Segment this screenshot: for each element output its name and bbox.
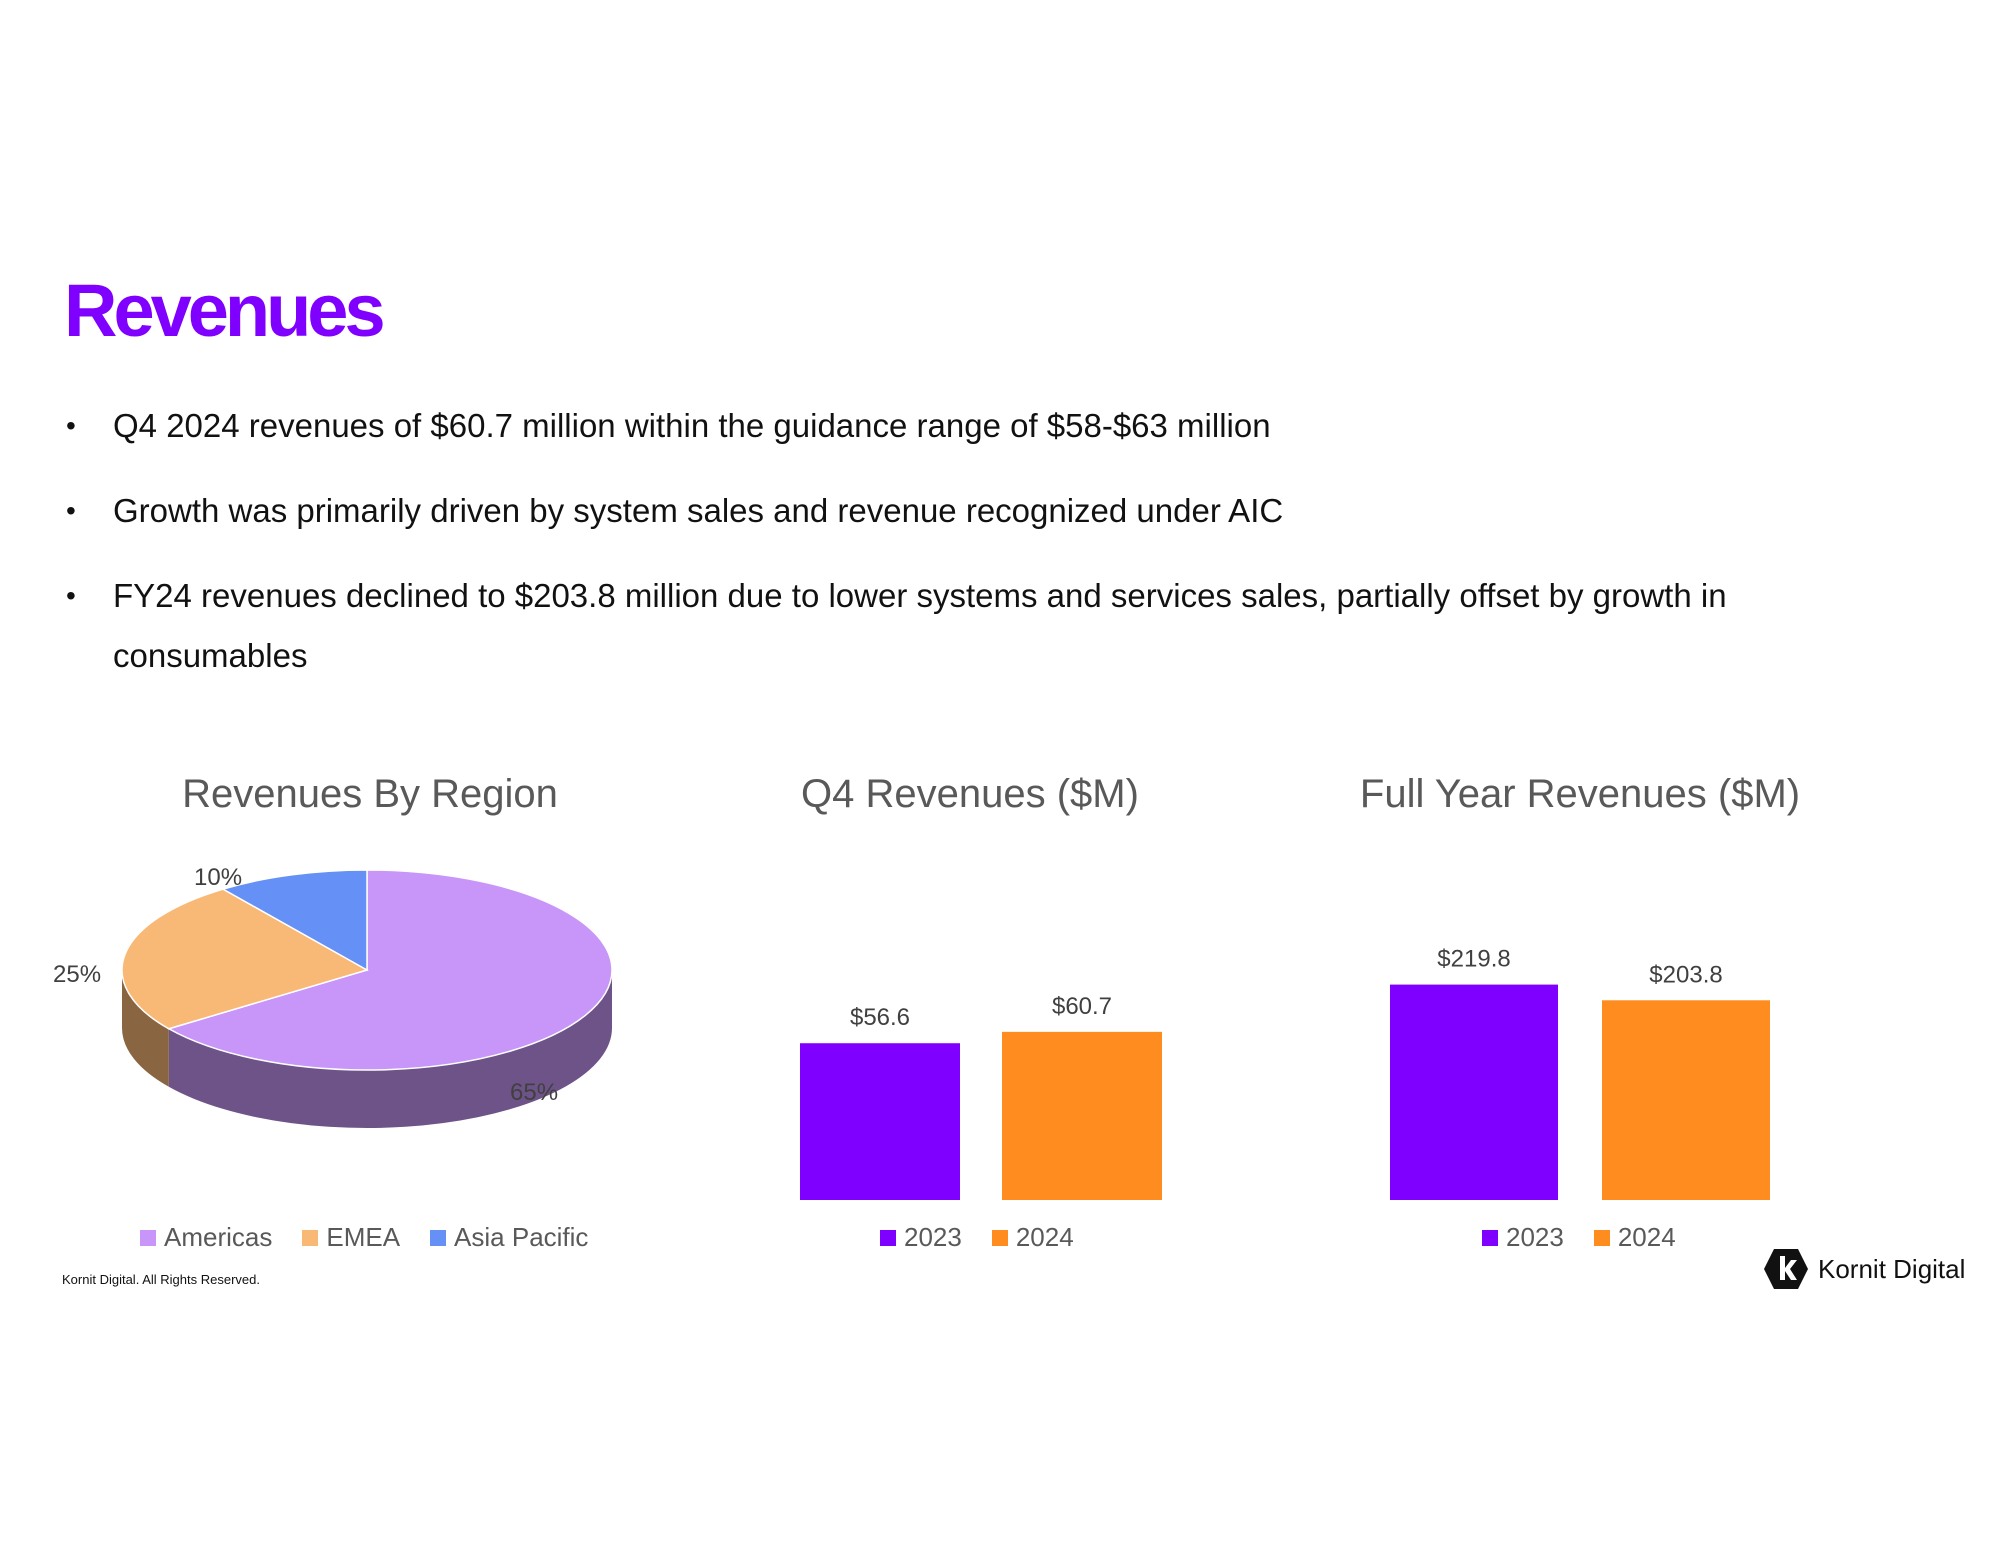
bullet-dot: • — [66, 580, 76, 611]
fy-chart-title: Full Year Revenues ($M) — [1359, 772, 1801, 816]
bar-data-label: $219.8 — [1437, 946, 1510, 973]
bullet-item: • Q4 2024 revenues of $60.7 million with… — [64, 396, 1884, 456]
bullet-item: • Growth was primarily driven by system … — [64, 481, 1884, 541]
pie-legend: Americas EMEA Asia Pacific — [140, 1222, 588, 1253]
region-pie-chart: 65% 25% 10% — [53, 864, 613, 1128]
page-title: Revenues — [64, 269, 386, 352]
legend-swatch — [1593, 1229, 1610, 1246]
fy-legend: 2023 2024 — [1482, 1222, 1676, 1253]
legend-item-asia-pacific: Asia Pacific — [430, 1222, 588, 1253]
bullet-dot: • — [66, 410, 76, 441]
legend-label: Americas — [164, 1222, 273, 1252]
legend-item-2023: 2023 — [880, 1222, 962, 1253]
pie-side-wall — [168, 970, 612, 1128]
bullet-list: • Q4 2024 revenues of $60.7 million with… — [64, 396, 1884, 711]
bar-2024 — [1002, 1031, 1162, 1200]
fy-revenue-bar-chart: $219.8 $203.8 — [1390, 946, 1770, 1200]
legend-swatch — [302, 1229, 319, 1246]
bullet-text: FY24 revenues declined to $203.8 million… — [113, 577, 1727, 674]
legend-item-emea: EMEA — [302, 1222, 400, 1253]
copyright-footer: Kornit Digital. All Rights Reserved. — [62, 1272, 260, 1287]
bar-data-label: $60.7 — [1052, 993, 1112, 1020]
pie-slice-americas — [166, 869, 613, 1071]
legend-item-2023: 2023 — [1482, 1222, 1564, 1253]
legend-item-2024: 2024 — [1593, 1222, 1676, 1253]
legend-item-americas: Americas — [140, 1222, 272, 1253]
pie-slice-emea — [121, 888, 369, 1030]
legend-swatch — [1482, 1229, 1498, 1246]
q4-chart-title: Q4 Revenues ($M) — [801, 772, 1139, 816]
q4-revenue-bar-chart: $56.6 $60.7 — [800, 993, 1162, 1200]
legend-swatch — [991, 1229, 1008, 1246]
legend-swatch — [140, 1229, 156, 1246]
bullet-text: Q4 2024 revenues of $60.7 million within… — [113, 407, 1271, 444]
logo-text: Kornit Digital — [1818, 1253, 1966, 1284]
company-logo: Kornit Digital — [1762, 1246, 1965, 1292]
pie-data-label: 65% — [510, 1079, 558, 1106]
pie-slice-asia-pacific — [221, 869, 368, 972]
legend-swatch — [430, 1229, 447, 1246]
legend-swatch — [880, 1229, 896, 1246]
legend-label: 2024 — [1617, 1222, 1676, 1252]
legend-item-2024: 2024 — [991, 1222, 1074, 1253]
legend-label: 2023 — [1506, 1222, 1564, 1252]
pie-data-label: 25% — [53, 961, 101, 988]
bullet-text: Growth was primarily driven by system sa… — [113, 492, 1284, 529]
pie-chart-title: Revenues By Region — [182, 772, 558, 816]
bullet-item: • FY24 revenues declined to $203.8 milli… — [64, 566, 1884, 686]
bar-2024 — [1602, 1000, 1770, 1200]
legend-label: EMEA — [326, 1222, 401, 1252]
legend-label: 2023 — [904, 1222, 962, 1252]
bullet-dot: • — [66, 495, 76, 526]
pie-side-wall — [122, 970, 169, 1087]
bar-2023 — [1390, 984, 1558, 1200]
pie-data-label: 10% — [194, 864, 242, 891]
bar-data-label: $56.6 — [850, 1004, 910, 1031]
bar-2023 — [800, 1043, 960, 1200]
bar-data-label: $203.8 — [1649, 961, 1722, 988]
legend-label: Asia Pacific — [454, 1222, 589, 1252]
kornit-logo-icon — [1764, 1249, 1808, 1289]
legend-label: 2024 — [1015, 1222, 1074, 1252]
q4-legend: 2023 2024 — [880, 1222, 1074, 1253]
